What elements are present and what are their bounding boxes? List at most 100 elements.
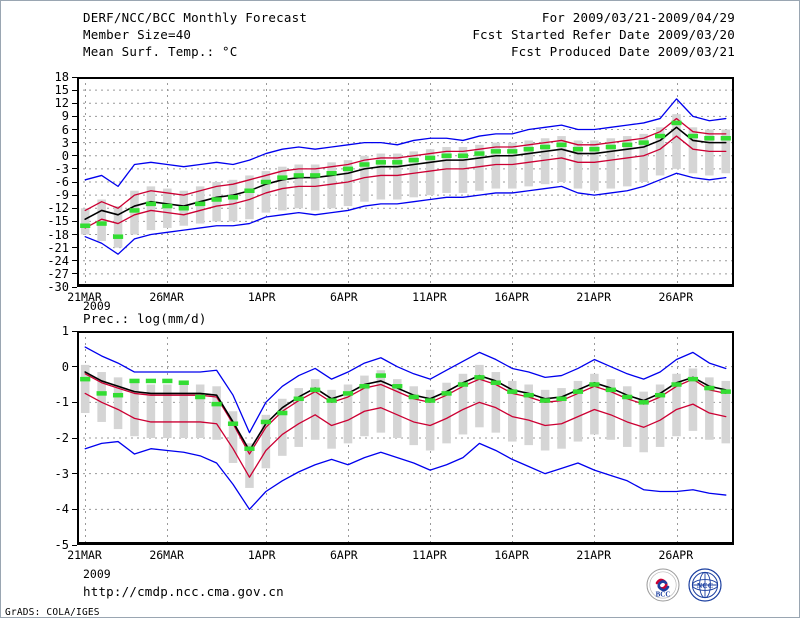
y-tick-label: -27 bbox=[47, 266, 69, 281]
ensemble-spread-bar bbox=[409, 386, 418, 446]
ensemble-spread-bar bbox=[573, 380, 583, 442]
ensemble-spread-bar bbox=[113, 206, 123, 248]
ensemble-spread-bar bbox=[622, 136, 632, 187]
grads-credit: GrADS: COLA/IGES bbox=[5, 607, 100, 618]
y-tick-label: -4 bbox=[54, 502, 69, 517]
ncc-logo: NCC bbox=[688, 568, 722, 602]
ensemble-spread-bar bbox=[705, 377, 714, 440]
y-tick-mark bbox=[72, 234, 77, 235]
y-tick-label: -3 bbox=[54, 161, 69, 176]
precipitation-chart bbox=[76, 331, 734, 545]
x-tick-label: 21APR bbox=[576, 548, 611, 562]
ensemble-spread-bar bbox=[540, 138, 550, 185]
ensemble-spread-bar bbox=[146, 186, 156, 231]
ensemble-spread-bar bbox=[606, 138, 616, 189]
ensemble-spread-bar bbox=[343, 384, 353, 444]
member-size-label: Member Size=40 bbox=[83, 27, 192, 42]
ensemble-spread-bar bbox=[721, 380, 731, 444]
ensemble-spread-bar bbox=[524, 140, 533, 187]
ensemble-spread-bar bbox=[113, 377, 123, 430]
y-tick-mark bbox=[72, 473, 77, 475]
ensemble-spread-bar bbox=[557, 136, 566, 182]
ensemble-spread-bar bbox=[507, 380, 517, 442]
plot-frame bbox=[76, 331, 734, 545]
y-tick-mark bbox=[72, 102, 77, 104]
ensemble-spread-bar bbox=[393, 153, 402, 200]
ensemble-spread-bar bbox=[212, 386, 221, 440]
temperature-chart bbox=[76, 77, 734, 287]
y-tick-label: -6 bbox=[54, 175, 69, 189]
y-tick-label: 12 bbox=[54, 96, 69, 111]
x-tick-label: 16APR bbox=[494, 290, 529, 304]
ensemble-spread-bar bbox=[376, 370, 386, 433]
y-tick-mark bbox=[72, 142, 77, 144]
y-tick-label: -15 bbox=[47, 214, 69, 229]
ensemble-spread-bar bbox=[672, 373, 681, 437]
series-line-q25 bbox=[84, 135, 727, 229]
ensemble-spread-bar bbox=[228, 411, 238, 463]
x-tick-label: 6APR bbox=[330, 548, 358, 562]
y-tick-mark bbox=[72, 247, 77, 249]
series-line-min bbox=[84, 440, 727, 510]
ensemble-spread-bar bbox=[278, 398, 287, 456]
y-tick-mark bbox=[72, 401, 77, 403]
x-tick-label: 21APR bbox=[576, 290, 611, 304]
ensemble-spread-bar bbox=[360, 155, 369, 202]
series-line-q75 bbox=[84, 373, 727, 455]
x-tick-label: 11APR bbox=[412, 548, 447, 562]
y-tick-mark bbox=[72, 273, 77, 275]
y-tick-label: 9 bbox=[61, 109, 69, 124]
ensemble-spread-bar bbox=[705, 129, 714, 176]
header: DERF/NCC/BCC Monthly Forecast Member Siz… bbox=[1, 1, 800, 67]
ensemble-spread-bar bbox=[639, 133, 648, 182]
ensemble-spread-bar bbox=[655, 384, 665, 447]
ensemble-spread-bar bbox=[195, 384, 205, 438]
ensemble-spread-bar bbox=[80, 364, 90, 414]
y-tick-mark bbox=[72, 544, 77, 546]
y-tick-label: -3 bbox=[54, 466, 69, 481]
forecast-produced-label: Fcst Produced Date 2009/03/21 bbox=[510, 44, 735, 59]
ensemble-spread-bar bbox=[179, 384, 189, 438]
series-line-max bbox=[84, 346, 727, 434]
y-tick-mark bbox=[72, 366, 77, 368]
x-tick-label: 26APR bbox=[658, 290, 694, 304]
ensemble-spread-bar bbox=[310, 164, 320, 211]
y-tick-label: 0 bbox=[61, 148, 69, 163]
y-tick-mark bbox=[72, 168, 77, 170]
ensemble-spread-bar bbox=[80, 208, 90, 235]
ensemble-spread-bar bbox=[97, 199, 106, 242]
ensemble-spread-bar bbox=[590, 140, 599, 191]
series-line-max bbox=[84, 98, 727, 188]
y-tick-mark bbox=[72, 220, 77, 222]
x-tick-label: 26MAR bbox=[149, 548, 184, 562]
ensemble-spread-bar bbox=[425, 389, 435, 451]
ensemble-spread-bar bbox=[327, 162, 336, 209]
ensemble-spread-bar bbox=[639, 391, 648, 453]
precipitation-chart-title: Prec.: log(mm/d) bbox=[83, 311, 207, 326]
source-url[interactable]: http://cmdp.ncc.cma.gov.cn bbox=[83, 584, 284, 599]
ensemble-spread-bar bbox=[360, 375, 369, 437]
ensemble-spread-bar bbox=[245, 443, 254, 488]
ensemble-spread-bar bbox=[245, 175, 254, 220]
ensemble-spread-bar bbox=[475, 364, 484, 428]
y-tick-label: -9 bbox=[54, 188, 69, 203]
y-tick-label: -24 bbox=[47, 253, 69, 268]
ensemble-spread-bar bbox=[261, 171, 271, 213]
y-tick-mark bbox=[72, 129, 77, 130]
ensemble-spread-bar bbox=[442, 382, 451, 444]
ensemble-spread-bar bbox=[655, 127, 665, 176]
temperature-year-label: 2009 bbox=[83, 299, 111, 313]
y-tick-label: 6 bbox=[61, 122, 69, 137]
header-left-block: DERF/NCC/BCC Monthly Forecast Member Siz… bbox=[83, 9, 307, 60]
page-title: DERF/NCC/BCC Monthly Forecast bbox=[83, 10, 308, 25]
x-tick-label: 21MAR bbox=[67, 290, 102, 304]
ensemble-spread-bar bbox=[672, 114, 681, 169]
y-tick-mark bbox=[72, 286, 77, 288]
y-tick-label: -12 bbox=[47, 201, 69, 216]
ensemble-spread-bar bbox=[540, 389, 550, 451]
ensemble-spread-bar bbox=[458, 373, 468, 435]
variable-label: Mean Surf. Temp.: °C bbox=[83, 44, 238, 59]
temperature-plot-area bbox=[76, 77, 734, 287]
precipitation-year-label: 2009 bbox=[83, 567, 111, 581]
